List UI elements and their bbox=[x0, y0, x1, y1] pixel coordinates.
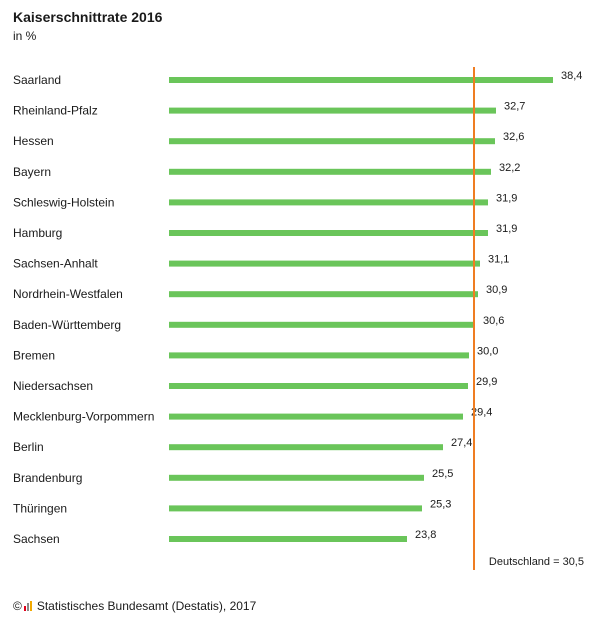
bar bbox=[169, 260, 480, 267]
category-label: Niedersachsen bbox=[13, 379, 93, 393]
category-label: Berlin bbox=[13, 440, 44, 454]
value-label: 31,9 bbox=[496, 223, 517, 235]
bar bbox=[169, 138, 495, 145]
category-label: Saarland bbox=[13, 73, 61, 87]
value-label: 25,3 bbox=[430, 498, 451, 510]
bar bbox=[169, 107, 496, 114]
value-label: 29,4 bbox=[471, 407, 492, 419]
bar bbox=[169, 352, 469, 359]
category-label: Sachsen-Anhalt bbox=[13, 257, 98, 271]
footer: © Statistisches Bundesamt (Destatis), 20… bbox=[13, 599, 256, 613]
value-label: 30,9 bbox=[486, 284, 507, 296]
bar bbox=[169, 474, 424, 481]
chart-subtitle: in % bbox=[13, 29, 37, 43]
value-label: 27,4 bbox=[451, 437, 472, 449]
value-label: 32,2 bbox=[499, 162, 520, 174]
value-label: 23,8 bbox=[415, 529, 436, 541]
category-label: Nordrhein-Westfalen bbox=[13, 287, 123, 301]
bar bbox=[169, 383, 468, 389]
value-label: 32,7 bbox=[504, 101, 525, 113]
category-label: Rheinland-Pfalz bbox=[13, 104, 98, 118]
value-label: 30,0 bbox=[477, 345, 498, 357]
bar bbox=[169, 444, 443, 451]
bar bbox=[169, 291, 478, 298]
category-label: Hamburg bbox=[13, 226, 62, 240]
chart-title: Kaiserschnittrate 2016 bbox=[13, 9, 163, 25]
bar bbox=[169, 77, 553, 83]
category-label: Bayern bbox=[13, 165, 51, 179]
category-label: Baden-Württemberg bbox=[13, 318, 121, 332]
value-label: 38,4 bbox=[561, 70, 582, 82]
bar bbox=[169, 505, 422, 512]
category-label: Mecklenburg-Vorpommern bbox=[13, 410, 154, 424]
category-label: Bremen bbox=[13, 348, 55, 362]
bar bbox=[169, 168, 491, 175]
category-label: Thüringen bbox=[13, 501, 67, 515]
bar bbox=[169, 536, 407, 542]
reference-line-label: Deutschland = 30,5 bbox=[489, 556, 584, 568]
category-label: Sachsen bbox=[13, 532, 60, 546]
value-label: 31,1 bbox=[488, 254, 509, 266]
value-label: 29,9 bbox=[476, 376, 497, 388]
bar bbox=[169, 413, 463, 420]
bar bbox=[169, 199, 488, 206]
category-label: Schleswig-Holstein bbox=[13, 195, 114, 209]
value-label: 32,6 bbox=[503, 131, 524, 143]
value-label: 31,9 bbox=[496, 192, 517, 204]
value-label: 25,5 bbox=[432, 468, 453, 480]
copyright-symbol: © bbox=[13, 599, 22, 613]
source-text: Statistisches Bundesamt (Destatis), 2017 bbox=[36, 599, 257, 613]
bar bbox=[169, 321, 475, 328]
destatis-logo-icon bbox=[23, 601, 33, 611]
value-label: 30,6 bbox=[483, 315, 504, 327]
category-label: Brandenburg bbox=[13, 471, 82, 485]
bar bbox=[169, 230, 488, 236]
category-label: Hessen bbox=[13, 134, 54, 148]
